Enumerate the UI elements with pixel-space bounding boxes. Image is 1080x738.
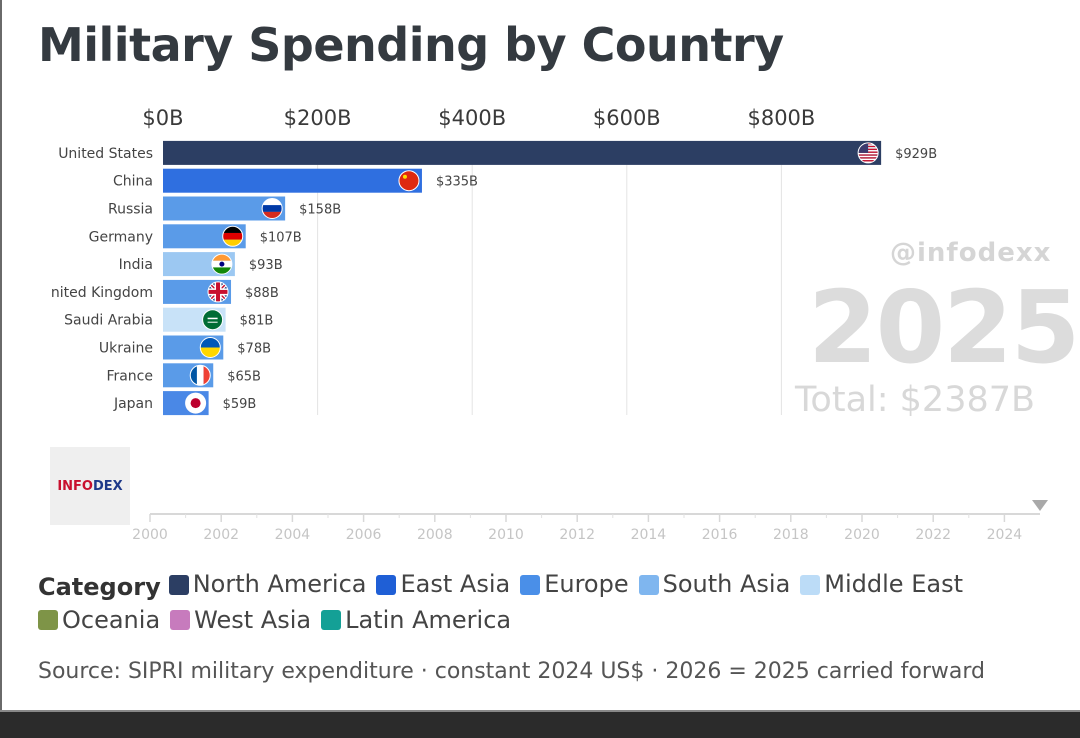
- value-label: $158B: [299, 203, 341, 218]
- timeline-tick-label: 2004: [275, 527, 311, 543]
- legend-label: West Asia: [194, 605, 312, 634]
- legend-item: East Asia: [376, 568, 510, 601]
- uk-flag-icon: [207, 281, 229, 303]
- y-category-label: United States: [58, 146, 153, 162]
- y-category-label: Japan: [113, 396, 153, 412]
- timeline-tick-label: 2008: [417, 527, 453, 543]
- y-category-label: Saudi Arabia: [64, 313, 153, 329]
- x-tick-label: $600B: [593, 106, 661, 130]
- y-category-label: nited Kingdom: [51, 285, 153, 301]
- year-indicator: 2025: [808, 269, 1080, 386]
- legend-swatch: [800, 574, 821, 595]
- germany-flag-icon: [222, 225, 244, 247]
- y-category-label: France: [106, 368, 153, 384]
- timeline-tick-label: 2014: [631, 527, 667, 543]
- timeline-tick-label: 2018: [773, 527, 809, 543]
- timeline-tick-label: 2002: [203, 527, 239, 543]
- legend-item: West Asia: [170, 604, 311, 637]
- legend-label: Oceania: [62, 605, 161, 634]
- us-flag-icon: [857, 142, 879, 164]
- timeline-current-marker: [1032, 500, 1048, 511]
- value-label: $88B: [245, 286, 279, 301]
- y-category-label: Russia: [108, 202, 153, 218]
- timeline-tick-label: 2010: [488, 527, 524, 543]
- bar: [163, 140, 882, 165]
- timeline-tick-label: 2020: [844, 527, 880, 543]
- value-label: $93B: [249, 258, 283, 273]
- logo-text: INFODEX: [57, 479, 122, 494]
- legend-swatch: [170, 610, 191, 630]
- legend-title: Category: [38, 572, 161, 601]
- legend: Category North America East Asia Europe Sout…: [38, 568, 1038, 639]
- saudi-arabia-flag-icon: [202, 309, 224, 331]
- timeline-tick-label: 2024: [987, 527, 1023, 543]
- y-category-label: China: [113, 174, 153, 190]
- total-indicator: Total: $2387B: [795, 380, 1036, 420]
- legend-item: Latin America: [321, 604, 511, 637]
- watermark: @infodexx: [890, 238, 1052, 268]
- legend-item: Middle East: [800, 568, 963, 601]
- logo-text-info: INFO: [57, 478, 93, 494]
- value-label: $335B: [436, 175, 478, 190]
- legend-swatch: [376, 574, 397, 595]
- legend-swatch: [168, 574, 189, 595]
- legend-swatch: [321, 610, 342, 630]
- timeline-tick-label: 2000: [132, 527, 168, 543]
- frame-bottom-line: [0, 710, 1080, 712]
- legend-item: Europe: [520, 568, 629, 601]
- timeline-tick-label: 2006: [346, 527, 382, 543]
- y-category-label: Ukraine: [99, 341, 153, 357]
- legend-item: South Asia: [638, 568, 791, 601]
- legend-label: Middle East: [824, 570, 963, 598]
- legend-swatch: [38, 610, 58, 630]
- frame-bottom-bar: [0, 710, 1080, 738]
- legend-label: North America: [192, 570, 367, 598]
- legend-item: Oceania: [38, 604, 160, 637]
- page-title: Military Spending by Country: [38, 18, 784, 72]
- legend-swatch: [638, 574, 659, 595]
- legend-item: North America: [168, 568, 367, 601]
- value-label: $107B: [260, 230, 302, 245]
- y-category-label: Germany: [89, 229, 153, 245]
- china-flag-icon: [398, 170, 420, 192]
- x-tick-label: $200B: [284, 106, 352, 130]
- india-flag-icon: [211, 253, 233, 275]
- timeline-tick-label: 2016: [702, 527, 738, 543]
- frame-left-border: [0, 0, 2, 738]
- logo-text-dex: DEX: [92, 478, 123, 494]
- infodex-logo: INFODEX: [50, 447, 130, 525]
- x-tick-label: $800B: [747, 106, 815, 130]
- x-tick-label: $400B: [438, 106, 506, 130]
- france-flag-icon: [189, 364, 211, 386]
- value-label: $929B: [895, 147, 937, 162]
- legend-label: East Asia: [400, 570, 511, 598]
- japan-flag-icon: [185, 392, 207, 414]
- timeline-tick-label: 2022: [915, 527, 951, 543]
- legend-label: Europe: [544, 570, 629, 598]
- value-label: $65B: [227, 369, 261, 384]
- y-category-label: India: [119, 257, 153, 273]
- value-label: $78B: [237, 342, 271, 357]
- ukraine-flag-icon: [199, 337, 221, 358]
- bar: [163, 168, 422, 193]
- source-note: Source: SIPRI military expenditure · con…: [38, 659, 985, 684]
- russia-flag-icon: [261, 198, 283, 219]
- timeline-tick-label: 2012: [559, 527, 595, 543]
- value-label: $59B: [223, 397, 257, 412]
- legend-items: North America East Asia Europe South Asia Mi…: [38, 570, 973, 637]
- legend-label: South Asia: [662, 570, 791, 598]
- x-tick-label: $0B: [142, 106, 183, 130]
- legend-swatch: [520, 574, 541, 595]
- value-label: $81B: [240, 314, 274, 329]
- legend-label: Latin America: [345, 605, 512, 634]
